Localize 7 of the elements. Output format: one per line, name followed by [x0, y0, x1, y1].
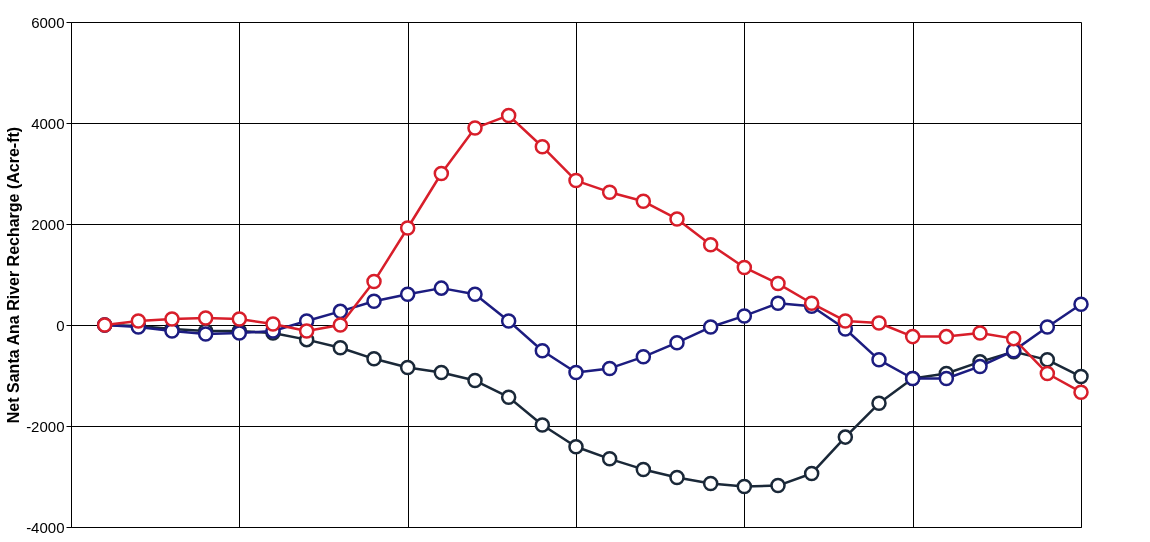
y-tick-label: 6000 [31, 13, 65, 31]
y-tick-label: 4000 [31, 114, 65, 132]
y-tick-label: -4000 [26, 518, 65, 536]
y-tick-label: -2000 [26, 417, 65, 435]
y-axis-title: Net Santa Ana River Recharge (Acre-ft) [5, 126, 23, 424]
y-tick-label: 2000 [31, 215, 65, 233]
y-tick-label: 0 [56, 316, 65, 334]
